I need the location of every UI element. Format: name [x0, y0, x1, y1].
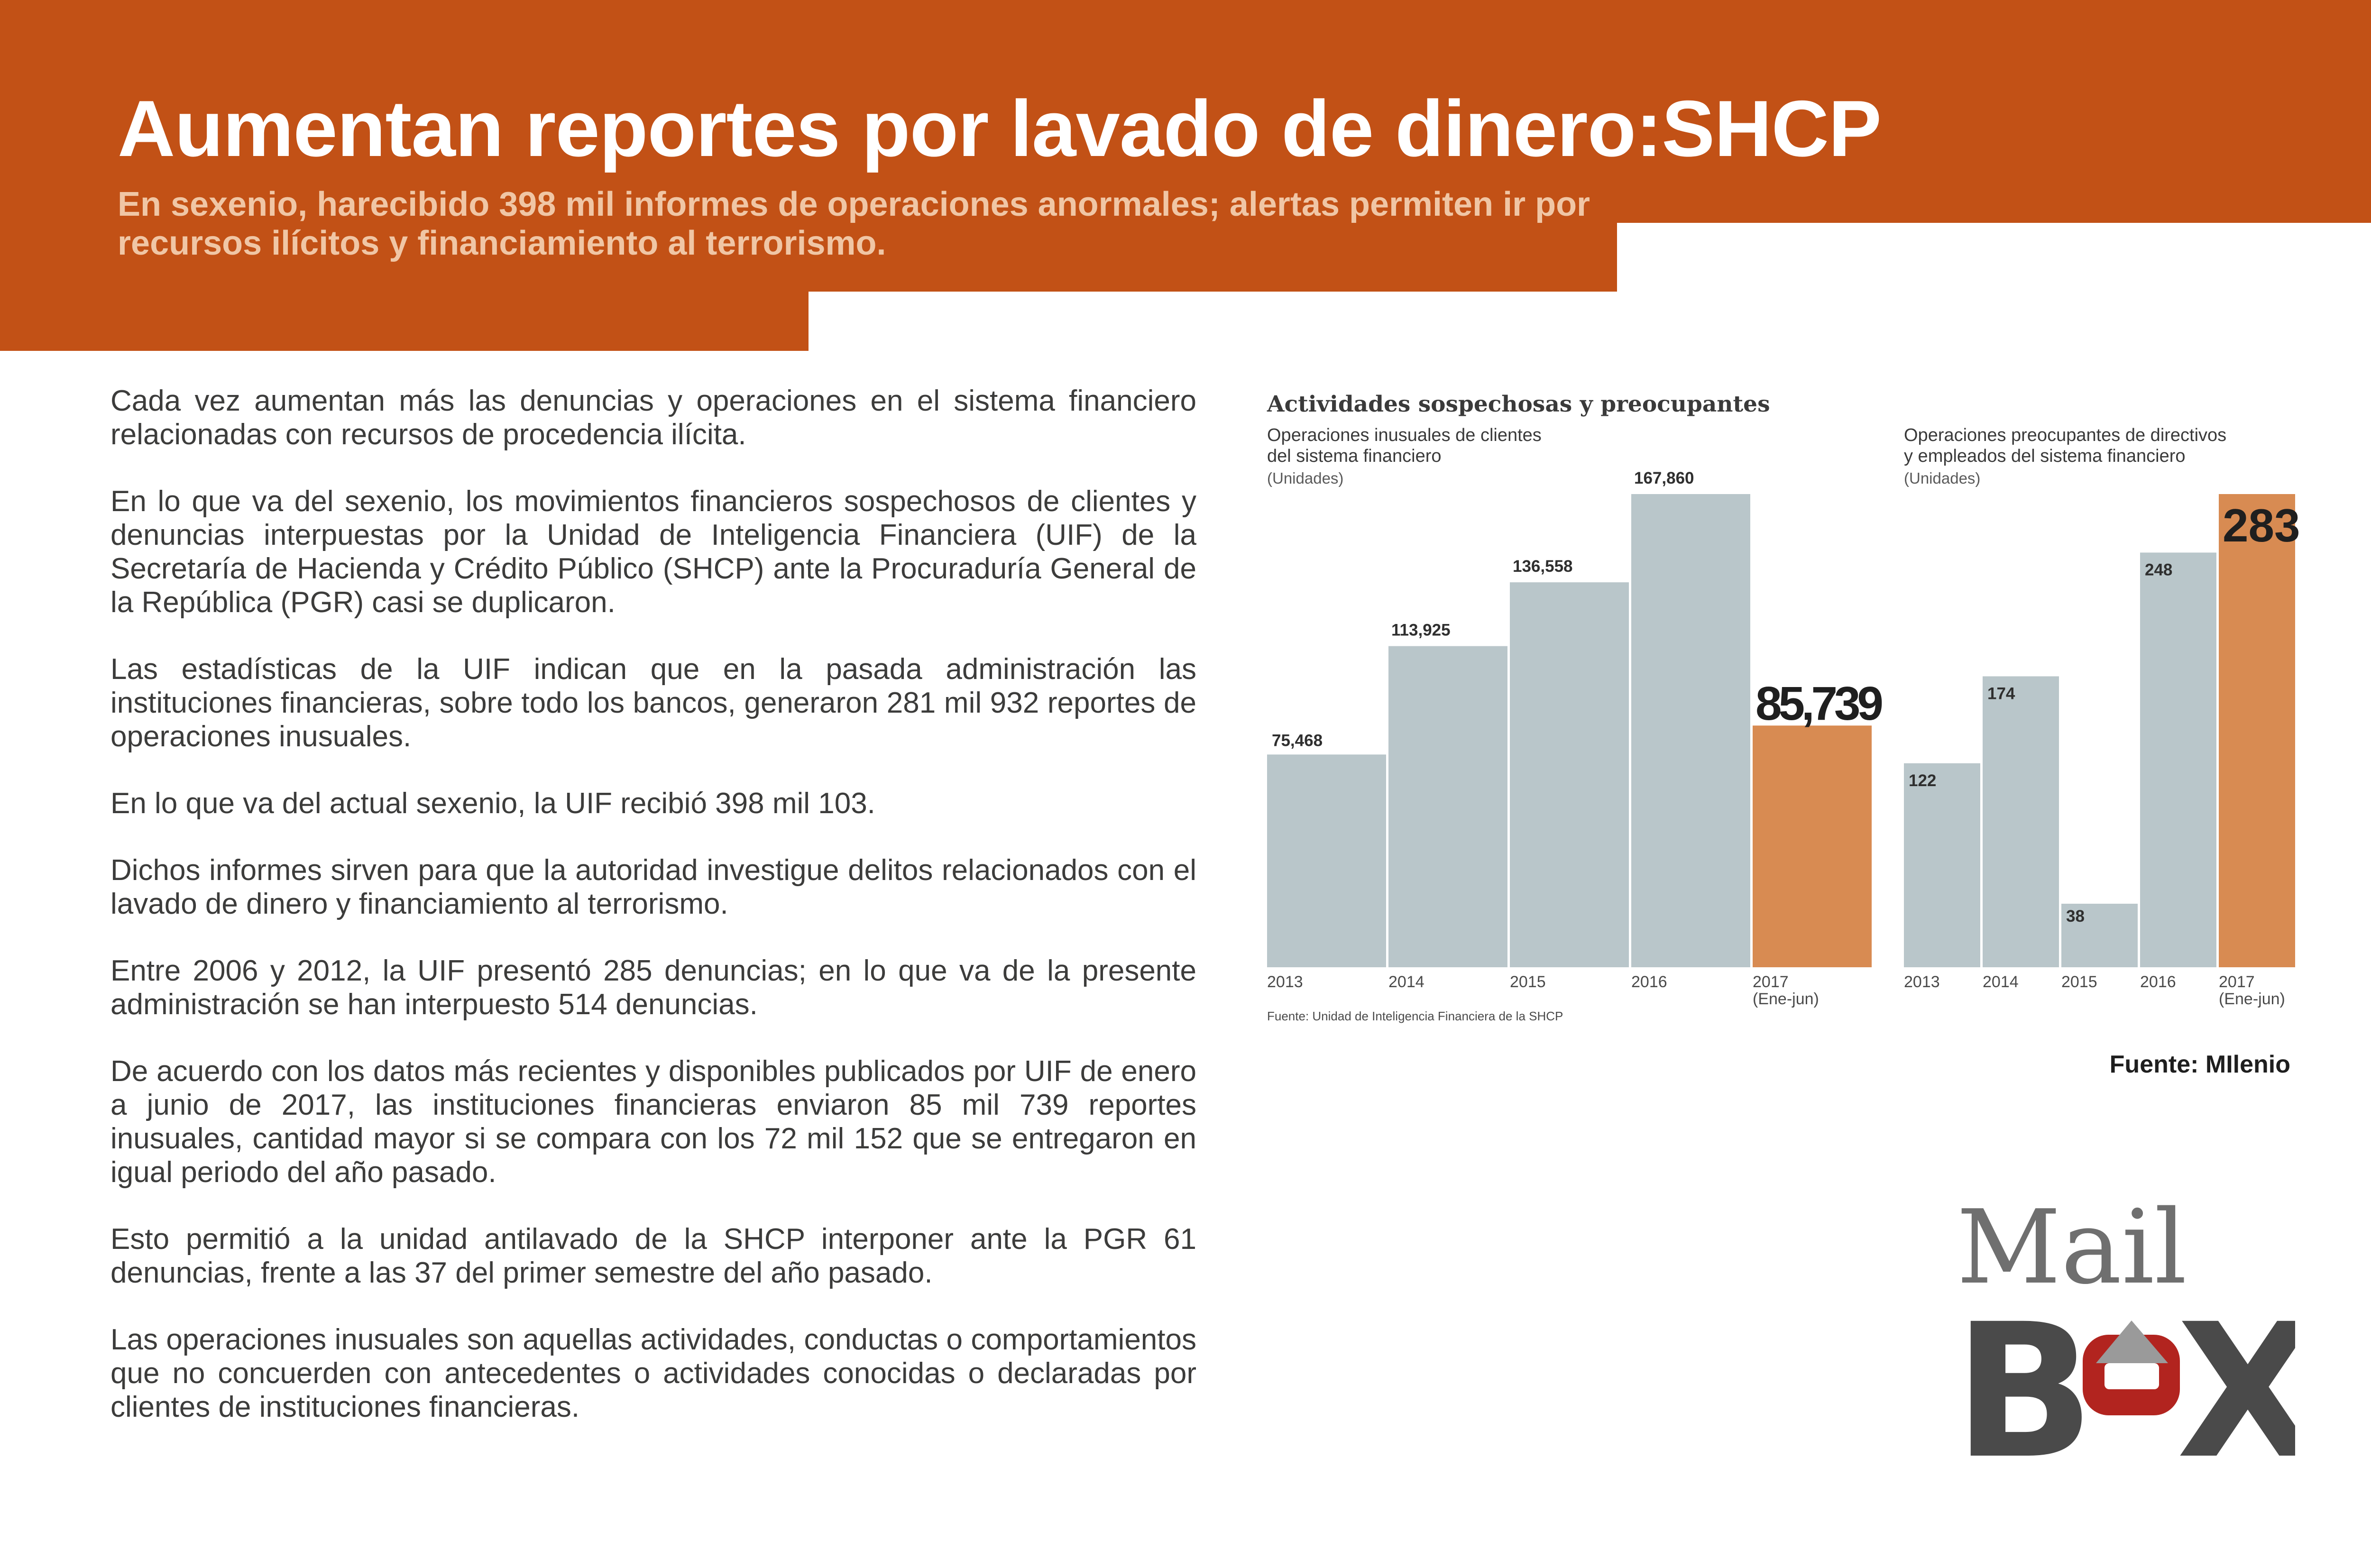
- chart-panel-title: Operaciones inusuales de clientes: [1267, 425, 1542, 445]
- chart-value-label: 174: [1987, 684, 2015, 703]
- chart-panel-unit: (Unidades): [1267, 469, 1343, 487]
- chart-tick-label: 2014: [1388, 973, 1424, 991]
- chart-tick-label: 2017: [1753, 973, 1789, 991]
- chart-bar: [2219, 494, 2295, 967]
- chart-bar: [1983, 676, 2059, 967]
- logo-mail-text: Mail: [1957, 1200, 2187, 1307]
- logo-letter-x: X: [2177, 1284, 2295, 1465]
- mailbox-logo: Mail B X: [1954, 1200, 2295, 1465]
- envelope-icon: [2083, 1320, 2180, 1415]
- chart-panel-worrying-operations: Operaciones preocupantes de directivosy …: [1904, 425, 2300, 1008]
- article-paragraph: Cada vez aumentan más las denuncias y op…: [110, 385, 1196, 451]
- header-banner-tab: [0, 292, 809, 351]
- article-paragraph: Las operaciones inusuales son aquellas a…: [110, 1323, 1196, 1423]
- article-body: Cada vez aumentan más las denuncias y op…: [110, 384, 1196, 1457]
- chart-bar: [1388, 646, 1507, 967]
- chart-bar: [1631, 494, 1750, 967]
- article-paragraph: Esto permitió a la unidad antilavado de …: [110, 1223, 1196, 1289]
- chart-bar: [2061, 903, 2138, 967]
- logo-letter-b: B: [1954, 1284, 2095, 1465]
- header-banner-step: [0, 223, 1617, 292]
- chart-panel-title: Operaciones preocupantes de directivos: [1904, 425, 2226, 445]
- article-paragraph: Entre 2006 y 2012, la UIF presentó 285 d…: [110, 954, 1196, 1021]
- chart-tick-label: 2013: [1267, 973, 1303, 991]
- chart-tick-label: 2017: [2219, 973, 2255, 991]
- chart-figure: Actividades sospechosas y preocupantes O…: [1267, 391, 2300, 1023]
- image-credit: Fuente: MIlenio: [2109, 1051, 2290, 1078]
- chart-tick-label: 2015: [1510, 973, 1546, 991]
- chart-bar: [1267, 754, 1386, 967]
- article-paragraph: En lo que va del sexenio, los movimiento…: [110, 485, 1196, 619]
- chart-panel-title: del sistema financiero: [1267, 446, 1442, 466]
- chart-panel-unit: (Unidades): [1904, 469, 1980, 487]
- chart-value-label: 75,468: [1272, 731, 1323, 750]
- chart-tick-label: 2015: [2061, 973, 2097, 991]
- chart-panel-title: y empleados del sistema financiero: [1904, 446, 2186, 466]
- chart-bar: [2140, 552, 2216, 967]
- page-subtitle: En sexenio, harecibido 398 mil informes …: [118, 185, 1590, 262]
- chart-tick-label: 2013: [1904, 973, 1940, 991]
- chart-value-label: 283: [2223, 499, 2300, 551]
- chart-bar: [1753, 725, 1872, 967]
- chart-tick-label: 2014: [1983, 973, 2019, 991]
- article-paragraph: Las estadísticas de la UIF indican que e…: [110, 653, 1196, 753]
- chart-source: Fuente: Unidad de Inteligencia Financier…: [1267, 1009, 1563, 1023]
- page-title: Aumentan reportes por lavado de dinero:S…: [118, 84, 1882, 173]
- header-banner: [0, 0, 2371, 223]
- chart-bar: [1904, 763, 1980, 967]
- chart-tick-label: 2016: [2140, 973, 2176, 991]
- chart-value-label: 38: [2066, 907, 2085, 926]
- article-paragraph: De acuerdo con los datos más recientes y…: [110, 1055, 1196, 1189]
- article-paragraph: Dichos informes sirven para que la autor…: [110, 854, 1196, 920]
- chart-title: Actividades sospechosas y preocupantes: [1267, 391, 1770, 417]
- chart-value-label: 167,860: [1634, 469, 1694, 487]
- chart-value-label: 136,558: [1513, 557, 1573, 576]
- chart-value-label: 248: [2145, 560, 2172, 579]
- chart-bar: [1510, 582, 1629, 967]
- chart-value-label: 113,925: [1391, 621, 1451, 640]
- chart-value-label: 122: [1909, 771, 1936, 790]
- chart-value-label: 85,739: [1755, 677, 1884, 730]
- chart-tick-note: (Ene-jun): [2219, 990, 2285, 1008]
- chart-tick-note: (Ene-jun): [1753, 990, 1819, 1008]
- chart-tick-label: 2016: [1631, 973, 1667, 991]
- article-paragraph: En lo que va del actual sexenio, la UIF …: [110, 787, 875, 820]
